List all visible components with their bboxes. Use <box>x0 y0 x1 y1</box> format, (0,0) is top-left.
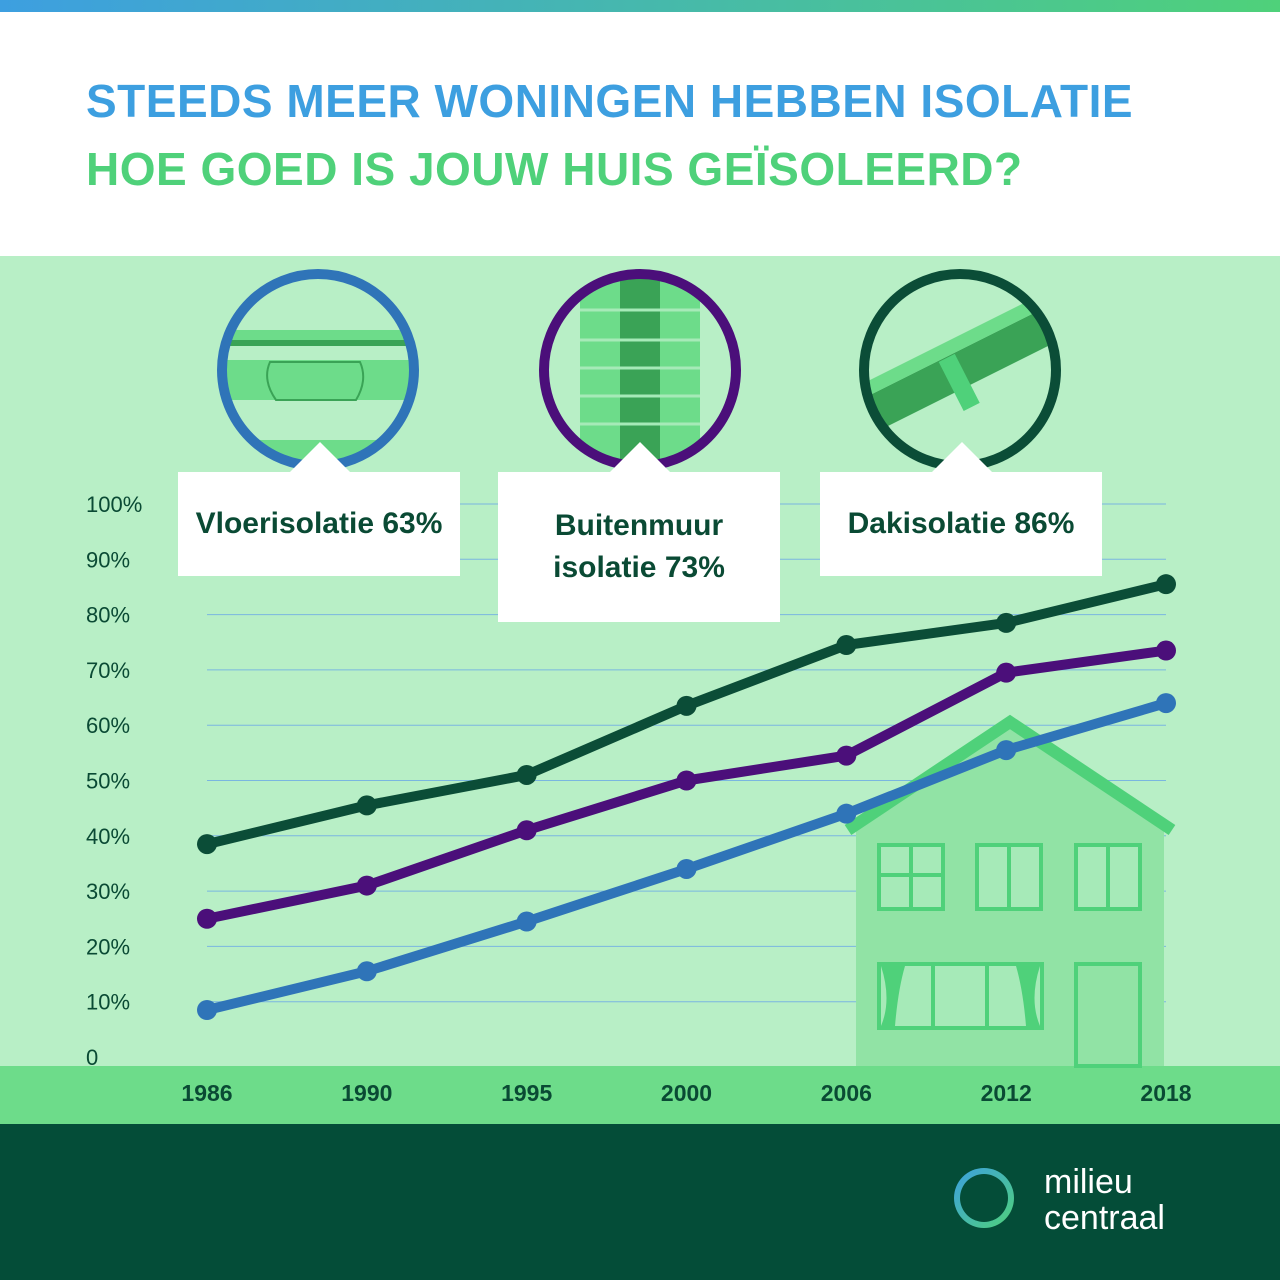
y-tick-label: 90% <box>86 547 130 572</box>
data-point <box>676 695 697 716</box>
data-point <box>996 662 1017 683</box>
data-point <box>676 770 697 791</box>
data-point <box>1156 574 1176 595</box>
data-point <box>356 875 377 896</box>
roof-insulation-icon <box>859 269 1061 471</box>
y-tick-label: 80% <box>86 603 130 628</box>
logo-text-line1: milieu <box>1044 1163 1133 1201</box>
callout-label: Buitenmuur <box>554 509 724 542</box>
x-tick-label: 2018 <box>1140 1080 1191 1106</box>
top-gradient-bar <box>0 0 1280 12</box>
y-tick-label: 20% <box>86 934 130 959</box>
data-point <box>356 795 377 816</box>
data-point <box>197 834 217 855</box>
callout-label: Vloerisolatie 63% <box>195 507 443 540</box>
y-axis-ticks: 0 10% 20% 30% 40% 50% 60% 70% 80% 90% 100% <box>86 492 142 1070</box>
x-axis-band <box>0 1066 1280 1124</box>
data-point <box>516 911 537 932</box>
house-door <box>1074 962 1142 1068</box>
callout-pointer <box>610 442 670 472</box>
y-tick-label: 10% <box>86 990 130 1015</box>
callout-wall-insulation: Buitenmuur isolatie 73% <box>498 472 780 622</box>
data-point <box>356 961 377 982</box>
y-tick-label: 30% <box>86 879 130 904</box>
data-point <box>996 612 1017 633</box>
page-title: STEEDS MEER WONINGEN HEBBEN ISOLATIE <box>86 75 1134 127</box>
callout-label: isolatie 73% <box>553 551 725 584</box>
callout-pointer <box>290 442 350 472</box>
y-tick-label: 0 <box>86 1045 98 1070</box>
callout-pointer <box>932 442 992 472</box>
x-axis-ticks: 1986 1990 1995 2000 2006 2012 2018 <box>181 1080 1191 1106</box>
data-point <box>1156 693 1176 714</box>
y-tick-label: 60% <box>86 713 130 738</box>
data-point <box>836 635 857 656</box>
page-subtitle: HOE GOED IS JOUW HUIS GEÏSOLEERD? <box>86 143 1023 195</box>
callout-roof-insulation: Dakisolatie 86% <box>820 472 1102 576</box>
x-tick-label: 2000 <box>661 1080 712 1106</box>
x-tick-label: 2012 <box>981 1080 1032 1106</box>
y-tick-label: 70% <box>86 658 130 683</box>
data-point <box>836 745 857 766</box>
x-tick-label: 2006 <box>821 1080 872 1106</box>
data-point <box>197 908 217 929</box>
wall-insulation-icon <box>539 269 741 471</box>
data-series <box>197 574 1176 1020</box>
data-point <box>676 858 697 879</box>
logo-ring-icon <box>954 1168 1014 1228</box>
y-tick-label: 40% <box>86 824 130 849</box>
callout-label: Dakisolatie 86% <box>847 507 1075 540</box>
house-illustration <box>844 714 1176 1068</box>
callout-floor-insulation: Vloerisolatie 63% <box>178 472 460 576</box>
milieu-centraal-logo: milieu centraal <box>954 1164 1214 1244</box>
x-tick-label: 1990 <box>341 1080 392 1106</box>
y-tick-label: 50% <box>86 769 130 794</box>
data-point <box>836 803 857 824</box>
footer <box>0 1124 1280 1280</box>
data-point <box>996 740 1017 761</box>
x-tick-label: 1986 <box>181 1080 232 1106</box>
y-tick-label: 100% <box>86 492 142 517</box>
header <box>0 12 1280 256</box>
x-tick-label: 1995 <box>501 1080 552 1106</box>
data-point <box>1156 640 1176 661</box>
data-point <box>516 764 537 785</box>
data-point <box>516 820 537 841</box>
logo-text-line2: centraal <box>1044 1199 1165 1237</box>
data-point <box>197 999 217 1020</box>
house-front-window <box>877 962 1044 1030</box>
